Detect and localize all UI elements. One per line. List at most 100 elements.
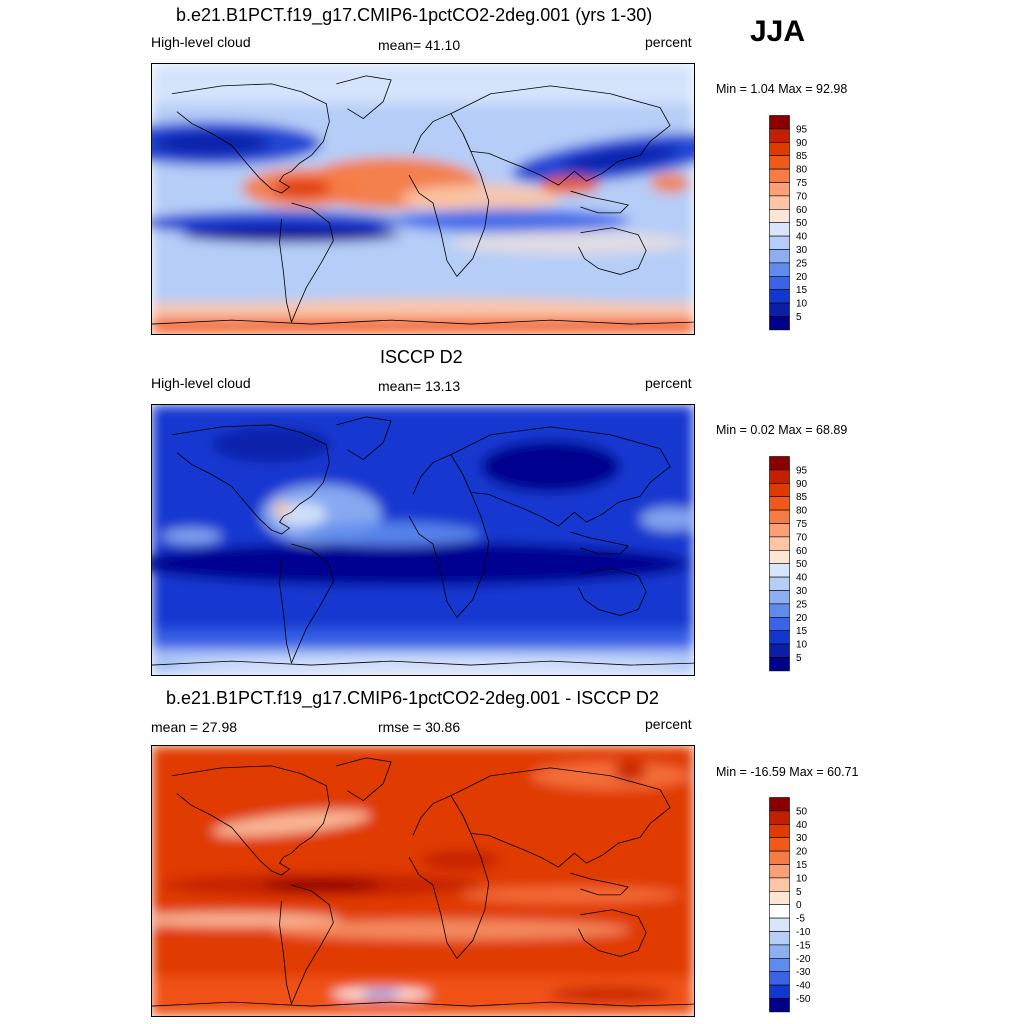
colorbar-swatch [769,141,790,156]
colorbar-swatch [769,115,790,130]
panel-2-minmax: Min = 0.02 Max = 68.89 [716,423,848,437]
colorbar-tick-label: -40 [796,981,811,992]
colorbar-tick-label: 20 [796,613,808,624]
coastline [171,83,330,194]
colorbar-tick-label: 80 [796,165,808,176]
panel-2-map [151,404,695,676]
coastline [279,543,334,664]
coastline [570,872,629,896]
panel-1-variable-label: High-level cloud [151,34,251,50]
colorbar-tick-label: 25 [796,599,808,610]
colorbar-tick-label: -5 [796,914,805,925]
colorbar-tick-label: 60 [796,205,808,216]
panel-3-map [151,745,695,1017]
colorbar-swatch [769,276,790,291]
panel-3-units-label: percent [645,716,692,732]
colorbar-tick-label: 40 [796,232,808,243]
coastline [578,227,647,275]
colorbar-swatch [769,222,790,237]
panel-3-title: b.e21.B1PCT.f19_g17.CMIP6-1pctCO2-2deg.0… [166,688,659,708]
colorbar-tick-label: 80 [796,506,808,517]
colorbar-tick-label: 90 [796,138,808,149]
colorbar-swatch [769,891,790,906]
colorbar-swatch [769,998,790,1013]
colorbar-swatch [769,155,790,170]
coastline [152,319,694,325]
coastline [336,75,392,119]
colorbar-tick-label: 50 [796,559,808,570]
colorbar-swatch [769,262,790,277]
colorbar-tick-label: 10 [796,640,808,651]
coastline [152,660,694,666]
colorbar-swatch [769,864,790,879]
colorbar-tick-label: -10 [796,927,811,938]
colorbar-swatch [769,469,790,484]
colorbar-tick-label: 10 [796,873,808,884]
coastline [450,767,671,868]
coastline [171,424,330,535]
colorbar-tick-label: -20 [796,954,811,965]
colorbar-swatch [769,302,790,317]
panel-2-mean-label: mean= 13.13 [378,378,461,394]
colorbar-tick-label: 20 [796,272,808,283]
coastline [570,531,629,555]
colorbar-tick-label: 30 [796,833,808,844]
coastline [570,190,629,214]
colorbar-tick-label: 5 [796,312,802,323]
panel-3-mean-label: mean = 27.98 [151,719,238,735]
colorbar-swatch [769,877,790,892]
colorbar-tick-label: 90 [796,479,808,490]
panel-2-units-label: percent [645,375,692,391]
colorbar-swatch [769,289,790,304]
coastline [279,884,334,1005]
colorbar-swatch [769,810,790,825]
colorbar-tick-label: -50 [796,994,811,1005]
colorbar-swatch [769,496,790,511]
colorbar-swatch [769,984,790,999]
coastline [408,795,490,959]
colorbar-tick-label: 60 [796,546,808,557]
colorbar-swatch [769,456,790,471]
colorbar-tick-label: 30 [796,245,808,256]
panel-1-colorbar: 95 90 85 80 75 70 60 50 40 30 25 20 15 10 5 [769,115,829,331]
colorbar-swatch [769,917,790,932]
colorbar-tick-label: 30 [796,586,808,597]
colorbar-swatch [769,958,790,973]
colorbar-tick-label: 40 [796,820,808,831]
colorbar-swatch [769,643,790,658]
coastline [408,454,490,618]
colorbar-tick-label: -30 [796,967,811,978]
colorbar-swatch [769,603,790,618]
colorbar-tick-label: 75 [796,178,808,189]
coastline [336,416,392,460]
colorbar-swatch [769,249,790,264]
colorbar-tick-label: 50 [796,806,808,817]
colorbar-tick-label: 0 [796,900,802,911]
colorbar-swatch [769,837,790,852]
colorbar-swatch [769,657,790,672]
colorbar-swatch [769,971,790,986]
colorbar-swatch [769,195,790,210]
colorbar-swatch [769,850,790,865]
colorbar-tick-label: 75 [796,519,808,530]
colorbar-swatch [769,550,790,565]
coastline [450,85,671,186]
map-field [152,746,694,1016]
colorbar-tick-label: 70 [796,532,808,543]
colorbar-tick-label: -15 [796,940,811,951]
season-label: JJA [750,15,806,48]
colorbar-tick-label: 15 [796,860,808,871]
colorbar-tick-label: 95 [796,124,808,135]
colorbar-tick-label: 70 [796,191,808,202]
colorbar-swatch [769,563,790,578]
colorbar-swatch [769,617,790,632]
colorbar-swatch [769,536,790,551]
coastline [408,113,490,277]
colorbar-swatch [769,168,790,183]
colorbar-swatch [769,904,790,919]
colorbar-tick-label: 85 [796,492,808,503]
colorbar-tick-label: 15 [796,626,808,637]
colorbar-tick-label: 25 [796,258,808,269]
colorbar-tick-label: 15 [796,285,808,296]
coastline [336,757,392,801]
